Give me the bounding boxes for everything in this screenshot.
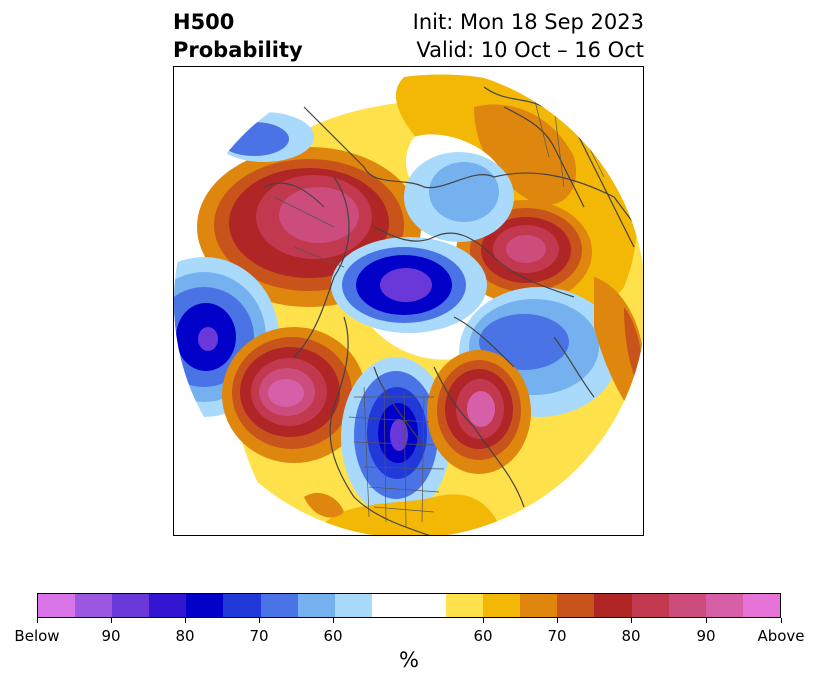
anomaly-high-west-6	[268, 379, 304, 407]
map-panel	[173, 66, 644, 536]
variable-title: H500	[173, 10, 235, 34]
colorbar-segment	[112, 594, 150, 617]
chart-title-right: Init: Mon 18 Sep 2023 Valid: 10 Oct – 16…	[413, 8, 644, 64]
above-region-east-orange	[474, 104, 576, 205]
colorbar-tick-label: 80	[175, 627, 195, 645]
colorbar	[37, 593, 781, 618]
colorbar-tick	[333, 618, 334, 623]
anomaly-low-north-2	[429, 162, 499, 222]
colorbar-segment	[38, 594, 76, 617]
colorbar-segment	[520, 594, 558, 617]
colorbar-segment	[149, 594, 187, 617]
colorbar-tick-label: 90	[696, 627, 716, 645]
chart-title-left: H500 Probability	[173, 8, 303, 64]
anomaly-low-pacific-3	[479, 314, 569, 370]
colorbar-segment	[483, 594, 521, 617]
colorbar-segment	[631, 594, 669, 617]
colorbar-tick-label: Below	[14, 627, 60, 645]
colorbar-tick	[37, 618, 38, 623]
colorbar-segment	[334, 594, 372, 617]
anomaly-low-na-5	[390, 419, 408, 451]
colorbar-tick	[483, 618, 484, 623]
anomaly-high-ne-5	[506, 235, 546, 263]
coastlines	[263, 86, 643, 535]
above-region-south-orange	[304, 492, 344, 518]
probability-map	[174, 74, 643, 535]
colorbar-tick	[111, 618, 112, 623]
colorbar-tick	[185, 618, 186, 623]
colorbar-units: %	[399, 648, 419, 672]
anomaly-low-arctic-4	[380, 268, 432, 302]
colorbar-segment	[705, 594, 743, 617]
colorbar-tick-label: Above	[757, 627, 805, 645]
colorbar-segment	[75, 594, 113, 617]
product-title: Probability	[173, 38, 303, 62]
colorbar-segment	[186, 594, 224, 617]
colorbar-tick-label: 60	[323, 627, 343, 645]
colorbar-segment	[223, 594, 261, 617]
colorbar-tick	[557, 618, 558, 623]
colorbar-segment	[594, 594, 632, 617]
above-region-south-band	[314, 494, 504, 535]
colorbar-tick	[706, 618, 707, 623]
colorbar-tick-label: 70	[249, 627, 269, 645]
colorbar-tick-label: 60	[473, 627, 493, 645]
colorbar-segment	[371, 594, 447, 617]
colorbar-segment	[557, 594, 595, 617]
valid-range-label: Valid: 10 Oct – 16 Oct	[416, 38, 644, 62]
colorbar-tick-label: 90	[101, 627, 121, 645]
colorbar-segment	[668, 594, 706, 617]
colorbar-segment	[260, 594, 298, 617]
colorbar-tick	[781, 618, 782, 623]
colorbar-segment	[297, 594, 335, 617]
colorbar-tick	[631, 618, 632, 623]
init-date-label: Init: Mon 18 Sep 2023	[412, 10, 644, 34]
colorbar-segment	[446, 594, 484, 617]
colorbar-tick-label: 70	[547, 627, 567, 645]
colorbar-tick-label: 80	[621, 627, 641, 645]
anomaly-low-nw-2	[219, 122, 289, 156]
anomaly-low-atlantic-5	[198, 327, 218, 351]
anomaly-high-nw-5	[279, 187, 359, 243]
colorbar-segment	[742, 594, 780, 617]
anomaly-high-se-5	[467, 391, 495, 427]
colorbar-tick	[259, 618, 260, 623]
